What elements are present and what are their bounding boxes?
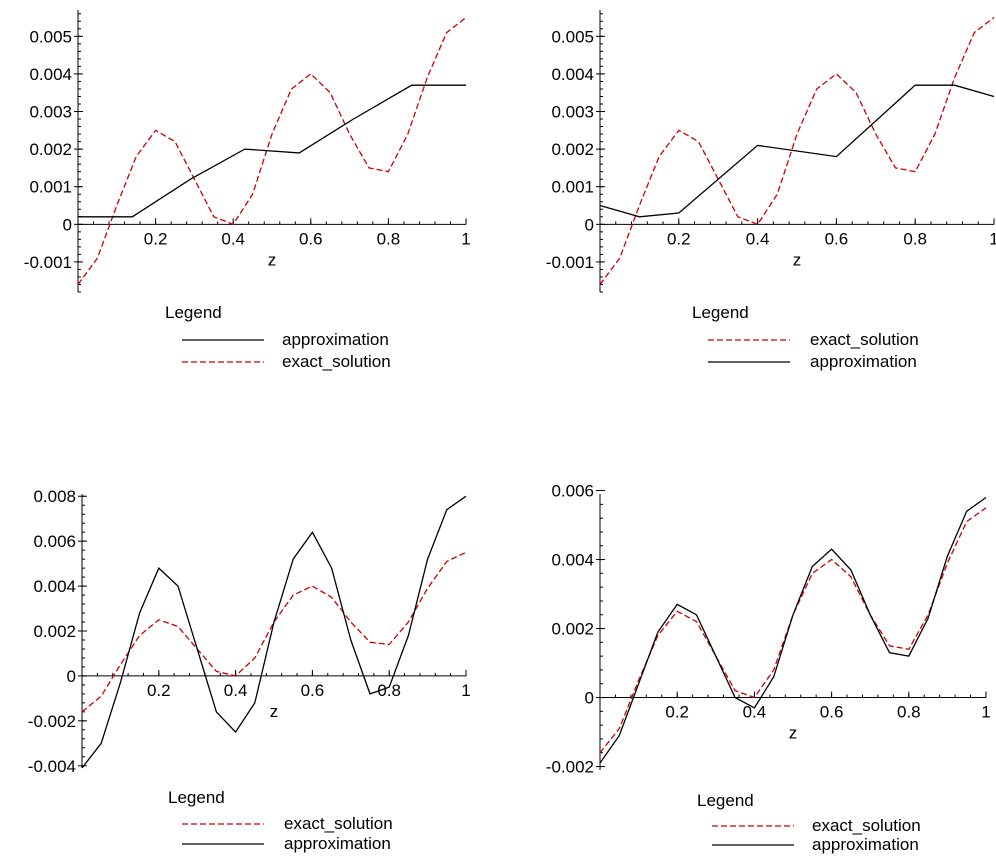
- series-line-approximation: [599, 84, 995, 218]
- y-tick-label: 0.002: [551, 620, 594, 639]
- x-tick-label: 0.4: [743, 703, 767, 722]
- series-line-approximation: [78, 84, 466, 218]
- chart-panel-1: -0.001 0 0.001 0.002 0.003 0.004 0.005 0.2 0.4 0.…: [24, 10, 471, 371]
- x-tick-label: 0.4: [746, 229, 770, 248]
- y-tick-label: 0.002: [33, 622, 76, 641]
- chart-panel-4: -0.002 0 0.002 0.004 0.006 0.2 0.4 0.6 0.8 1 z Lege…: [546, 482, 991, 854]
- x-tick-label: 0.8: [377, 681, 401, 700]
- y-tick-label: 0: [63, 215, 72, 234]
- legend-title: Legend: [165, 303, 222, 322]
- legend-label-exact-solution: exact_solution: [812, 816, 921, 835]
- y-tick-label: 0: [585, 689, 594, 708]
- y-tick-label: 0.004: [551, 551, 594, 570]
- y-tick-label: 0.004: [551, 65, 594, 84]
- series-line-exact-solution: [599, 507, 987, 754]
- x-tick-label: 0.8: [897, 703, 921, 722]
- y-tick-label: -0.002: [28, 712, 76, 731]
- x-tick-label: 0.2: [667, 229, 691, 248]
- x-tick-label: 0.4: [221, 229, 245, 248]
- y-tick-label: 0.008: [33, 487, 76, 506]
- x-tick-label: 1: [461, 681, 470, 700]
- legend-label-approximation: approximation: [284, 834, 391, 853]
- x-axis-label: z: [270, 702, 279, 721]
- x-tick-label: 0.4: [224, 681, 248, 700]
- legend-label-approximation: approximation: [810, 352, 917, 371]
- y-tick-label: 0.004: [29, 65, 72, 84]
- x-tick-label: 0.6: [825, 229, 849, 248]
- legend-label-exact-solution: exact_solution: [284, 814, 393, 833]
- legend-title: Legend: [692, 303, 749, 322]
- x-tick-label: 0.8: [377, 229, 401, 248]
- x-tick-label: 0.2: [147, 681, 171, 700]
- legend-title: Legend: [697, 791, 754, 810]
- y-tick-label: 0.006: [551, 482, 594, 501]
- x-tick-label: 0.6: [820, 703, 844, 722]
- x-axis-label: z: [793, 250, 802, 269]
- y-tick-label: 0.005: [551, 27, 594, 46]
- y-tick-label: -0.001: [24, 253, 72, 272]
- legend-label-exact-solution: exact_solution: [282, 352, 391, 371]
- y-tick-label: 0.004: [33, 577, 76, 596]
- x-tick-label: 0.8: [903, 229, 927, 248]
- x-tick-label: 0.6: [301, 681, 325, 700]
- y-tick-label: 0.001: [551, 178, 594, 197]
- y-tick-label: 0.003: [29, 103, 72, 122]
- y-tick-label: -0.004: [28, 757, 76, 776]
- chart-panel-2: -0.001 0 0.001 0.002 0.003 0.004 0.005 0.2 0.4 0.…: [546, 10, 996, 371]
- x-tick-label: 1: [989, 229, 996, 248]
- series-line-approximation: [81, 495, 467, 769]
- x-tick-label: 0.2: [665, 703, 689, 722]
- legend-label-approximation: approximation: [282, 330, 389, 349]
- y-tick-label: 0.002: [551, 140, 594, 159]
- x-tick-label: 0.2: [144, 229, 168, 248]
- y-tick-label: 0.001: [29, 178, 72, 197]
- y-tick-label: -0.002: [546, 758, 594, 777]
- legend-label-approximation: approximation: [812, 835, 919, 854]
- series-line-exact-solution: [77, 16, 467, 285]
- y-tick-label: 0.006: [33, 532, 76, 551]
- x-tick-label: 0.6: [299, 229, 323, 248]
- y-tick-label: 0.005: [29, 27, 72, 46]
- series-line-approximation: [599, 496, 987, 764]
- y-tick-label: 0.002: [29, 140, 72, 159]
- y-tick-label: 0: [67, 667, 76, 686]
- y-tick-label: 0: [585, 215, 594, 234]
- y-tick-label: 0.003: [551, 103, 594, 122]
- legend-title: Legend: [168, 788, 225, 807]
- series-line-exact-solution: [81, 551, 467, 713]
- legend-label-exact-solution: exact_solution: [810, 330, 919, 349]
- chart-panel-3: -0.004 -0.002 0 0.002 0.004 0.006 0.008 0.2 0.4 0…: [28, 487, 471, 853]
- x-axis-label: z: [268, 250, 277, 269]
- x-axis-label: z: [789, 724, 798, 743]
- x-tick-label: 1: [461, 229, 470, 248]
- x-tick-label: 1: [981, 703, 990, 722]
- y-tick-label: -0.001: [546, 253, 594, 272]
